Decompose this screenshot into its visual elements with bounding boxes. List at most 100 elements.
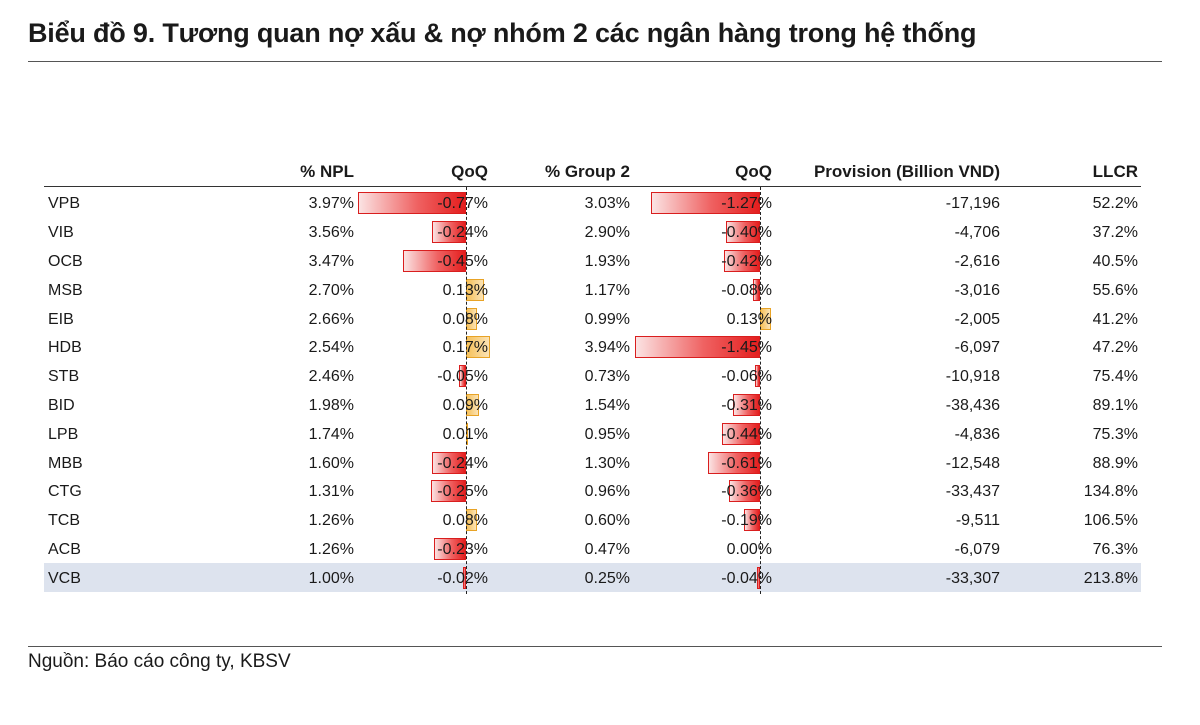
npl-qoq-bar (433, 538, 466, 560)
group2-value: 2.90% (584, 224, 630, 242)
header-group2: % Group 2 (544, 162, 630, 181)
bank-code: ACB (48, 541, 81, 558)
group2-qoq-bar (729, 480, 760, 503)
npl-value: 2.46% (308, 368, 354, 386)
provision-value: -9,511 (955, 512, 1000, 530)
npl-value: 1.26% (308, 512, 354, 530)
llcr-value: 37.2% (1092, 224, 1138, 242)
llcr-value: 47.2% (1092, 339, 1138, 357)
group2-value: 0.25% (584, 569, 630, 587)
group2-value: 3.03% (584, 195, 630, 213)
npl-qoq-bar (403, 250, 466, 272)
llcr-value: 40.5% (1092, 253, 1138, 270)
npl-qoq-bar (459, 365, 466, 388)
llcr-value: 134.8% (1083, 483, 1138, 501)
group2-value: 1.30% (584, 454, 630, 472)
bank-code: CTG (48, 483, 82, 501)
npl-qoq-bar (358, 192, 466, 215)
npl-qoq-label: -0.23% (437, 541, 488, 558)
npl-value: 3.56% (308, 224, 354, 242)
bank-code: HDB (48, 339, 82, 357)
llcr-value: 76.3% (1092, 541, 1138, 558)
npl-value: 1.00% (308, 569, 354, 587)
npl-qoq-label: 0.01% (442, 425, 488, 443)
npl-value: 1.26% (308, 541, 354, 558)
llcr-value: 52.2% (1092, 195, 1138, 213)
group2-qoq-label: 0.13% (726, 310, 772, 328)
group2-qoq-label: -0.61% (721, 454, 772, 472)
llcr-value: 106.5% (1083, 512, 1138, 530)
group2-qoq-bar (707, 451, 760, 474)
group2-qoq-bar (723, 250, 760, 272)
group2-qoq-label: -0.42% (721, 253, 772, 270)
header-npl: % NPL (300, 162, 354, 181)
header-provision: Provision (Billion VND) (813, 162, 1000, 181)
group2-qoq-bar (650, 192, 760, 215)
npl-qoq-label: -0.05% (437, 368, 488, 386)
group2-value: 1.17% (584, 281, 630, 299)
llcr-value: 41.2% (1092, 310, 1138, 328)
bank-code: OCB (48, 253, 83, 270)
bank-code: TCB (48, 512, 80, 530)
provision-value: -10,918 (945, 368, 1000, 386)
header-llcr: LLCR (1092, 162, 1138, 181)
npl-qoq-bar (432, 451, 466, 474)
npl-qoq-label: -0.77% (437, 195, 488, 213)
source-note: Nguồn: Báo cáo công ty, KBSV (28, 651, 291, 672)
llcr-value: 75.3% (1092, 425, 1138, 443)
npl-value: 1.74% (308, 425, 354, 443)
provision-value: -2,616 (954, 253, 1000, 270)
bank-code: BID (48, 397, 75, 414)
bank-code: LPB (48, 425, 79, 443)
group2-qoq-bar (635, 336, 760, 359)
provision-value: -17,196 (945, 195, 1000, 213)
title-divider (28, 61, 1162, 62)
group2-qoq-label: -0.04% (721, 569, 772, 587)
bank-code: VCB (48, 569, 81, 587)
npl-value: 1.60% (308, 454, 354, 472)
group2-value: 0.47% (584, 541, 630, 558)
npl-qoq-label: -0.45% (437, 253, 488, 270)
npl-value: 1.31% (308, 483, 354, 501)
provision-value: -12,548 (945, 454, 1000, 472)
npl-value: 2.66% (308, 310, 354, 328)
npl-qoq-label: 0.17% (442, 339, 488, 357)
llcr-value: 213.8% (1083, 569, 1138, 587)
npl-qoq-label: 0.08% (442, 512, 488, 530)
llcr-value: 88.9% (1092, 454, 1138, 472)
group2-qoq-bar (725, 221, 760, 244)
group2-qoq-bar (722, 422, 760, 445)
npl-qoq-label: 0.13% (442, 281, 488, 299)
npl-qoq-bar (463, 566, 466, 589)
provision-value: -33,307 (945, 569, 1000, 587)
group2-value: 1.54% (584, 397, 630, 414)
group2-value: 0.96% (584, 483, 630, 501)
provision-value: -2,005 (954, 310, 1000, 328)
header-npl-qoq: QoQ (451, 162, 488, 181)
group2-value: 0.73% (584, 368, 630, 386)
group2-value: 0.99% (584, 310, 630, 328)
bank-code: VIB (48, 224, 74, 242)
group2-qoq-label: 0.00% (726, 541, 772, 558)
provision-value: -3,016 (954, 281, 1000, 299)
group2-qoq-label: -1.27% (721, 195, 772, 213)
npl-qoq-label: -0.25% (437, 483, 488, 501)
npl-qoq-bar (431, 480, 466, 503)
npl-qoq-axis (466, 187, 467, 595)
header-group2-qoq: QoQ (735, 162, 772, 181)
npl-qoq-label: -0.24% (437, 224, 488, 242)
npl-value: 3.97% (308, 195, 354, 213)
group2-qoq-bar (743, 509, 760, 532)
header-underline (44, 186, 1141, 187)
group2-qoq-axis (760, 187, 761, 595)
group2-qoq-label: -0.06% (721, 368, 772, 386)
npl-qoq-label: -0.24% (437, 454, 488, 472)
bank-code: STB (48, 368, 80, 386)
group2-qoq-bar (733, 394, 760, 416)
llcr-value: 55.6% (1092, 281, 1138, 299)
provision-value: -4,836 (954, 425, 1000, 443)
group2-value: 0.95% (584, 425, 630, 443)
group2-qoq-bar (754, 365, 760, 388)
npl-value: 3.47% (308, 253, 354, 270)
